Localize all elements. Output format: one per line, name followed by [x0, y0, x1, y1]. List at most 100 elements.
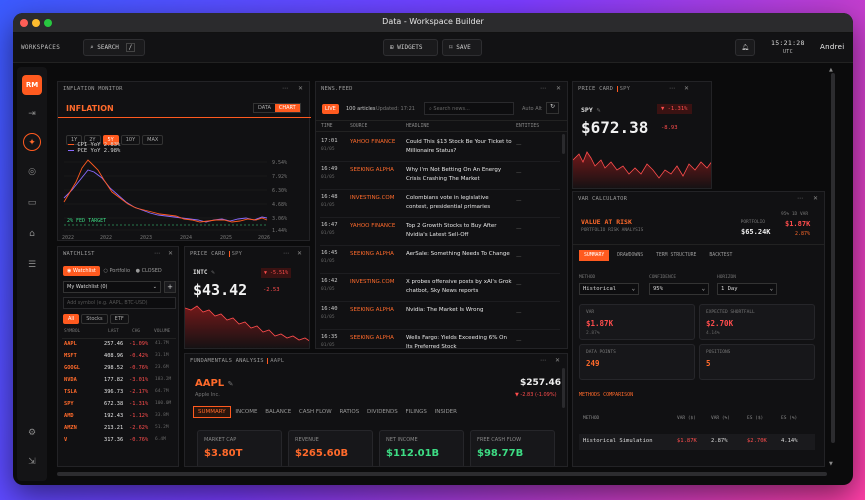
filter-etf[interactable]: ETF: [109, 314, 129, 324]
more-icon[interactable]: ⋯: [282, 85, 288, 92]
logout-icon[interactable]: ⇲: [28, 457, 36, 467]
news-item[interactable]: 17:01 01/05 YAHOO FINANCE Could This $13 St…: [320, 134, 560, 162]
filter-all[interactable]: All: [63, 314, 80, 324]
watchlist-row[interactable]: NVDA 177.82 -3.01% 183.2M: [62, 377, 174, 388]
data-toggle[interactable]: DATA: [258, 105, 271, 111]
range-1y[interactable]: 1Y: [66, 135, 83, 145]
more-icon[interactable]: ⋯: [540, 357, 546, 364]
tab-ratios[interactable]: RATIOS: [339, 409, 360, 415]
close-window-button[interactable]: [20, 19, 28, 27]
scroll-down-icon[interactable]: ▼: [829, 461, 833, 467]
more-icon[interactable]: ⋯: [154, 250, 160, 257]
tab-filings[interactable]: FILINGS: [405, 409, 427, 415]
close-icon[interactable]: ✕: [168, 250, 174, 257]
news-item[interactable]: 16:49 01/05 SEEKING ALPHA Why I'm Not Betti…: [320, 162, 560, 190]
tab-watchlist[interactable]: ◉ Watchlist: [63, 266, 100, 276]
watch-volume: 6.4M: [155, 437, 166, 442]
watchlist-row[interactable]: V 317.36 -0.76% 6.4M: [62, 437, 174, 448]
watchlist-row[interactable]: AAPL 257.46 -1.09% 41.7M: [62, 341, 174, 352]
logo[interactable]: RM: [22, 75, 42, 95]
edit-icon[interactable]: ✎: [596, 106, 601, 114]
tab-backtest[interactable]: BACKTEST: [709, 253, 733, 258]
more-icon[interactable]: ⋯: [797, 195, 803, 202]
add-symbol-input[interactable]: Add symbol (e.g. AAPL, BTC-USD): [63, 297, 176, 309]
tab-portfolio[interactable]: ○ Portfolio: [103, 268, 131, 274]
widgets-button[interactable]: ⊞ WIDGETS: [383, 39, 438, 56]
tab-closed[interactable]: ● CLOSED: [135, 268, 162, 274]
range-5y[interactable]: 5Y: [102, 135, 119, 145]
tab-summary[interactable]: SUMMARY: [579, 250, 610, 261]
minimize-window-button[interactable]: [32, 19, 40, 27]
panel-tag: AAPL: [267, 358, 285, 364]
watch-volume: 51.2M: [155, 425, 169, 430]
edit-icon[interactable]: ✎: [227, 380, 234, 388]
news-scrollbar[interactable]: [562, 134, 565, 154]
globe-icon[interactable]: ◎: [28, 167, 36, 177]
tab-balance[interactable]: BALANCE: [265, 409, 292, 415]
scroll-up-icon[interactable]: ▲: [829, 67, 833, 73]
news-item[interactable]: 16:48 01/05 INVESTING.COM Colombians vote i…: [320, 190, 560, 218]
tab-drawdowns[interactable]: DRAWDOWNS: [617, 253, 644, 258]
edit-icon[interactable]: ✎: [211, 269, 215, 276]
tab-income[interactable]: INCOME: [235, 409, 258, 415]
collapse-icon[interactable]: ⇥: [28, 109, 36, 119]
watchlist-row[interactable]: AMZN 213.21 -2.62% 51.2M: [62, 425, 174, 436]
watchlist-row[interactable]: AMD 192.43 -1.12% 33.8M: [62, 413, 174, 424]
maximize-window-button[interactable]: [44, 19, 52, 27]
close-icon[interactable]: ✕: [297, 250, 303, 257]
news-item[interactable]: 16:47 01/05 YAHOO FINANCE Top 2 Growth Stoc…: [320, 218, 560, 246]
more-icon[interactable]: ⋯: [283, 250, 289, 257]
tab-summary[interactable]: SUMMARY: [193, 406, 231, 418]
institution-icon[interactable]: ⌂: [29, 229, 35, 239]
close-icon[interactable]: ✕: [555, 357, 561, 364]
settings-icon[interactable]: ⚙: [27, 428, 37, 438]
chart-grid: [64, 161, 267, 231]
range-10y[interactable]: 10Y: [120, 135, 141, 145]
news-item[interactable]: 16:40 01/05 SEEKING ALPHA Nvidia: The Marke…: [320, 302, 560, 330]
watchlist-row[interactable]: MSFT 408.96 -0.42% 31.1M: [62, 353, 174, 364]
live-badge[interactable]: LIVE: [322, 104, 339, 114]
method-select[interactable]: Historical ⌄: [579, 283, 639, 295]
filter-stocks[interactable]: Stocks: [81, 314, 108, 324]
refresh-icon[interactable]: ↻: [546, 102, 559, 114]
news-item[interactable]: 16:42 01/05 INVESTING.COM X probes offensiv…: [320, 274, 560, 302]
range-2y[interactable]: 2Y: [84, 135, 101, 145]
more-icon[interactable]: ⋯: [669, 85, 675, 92]
watchlist-row[interactable]: TSLA 396.73 -2.17% 64.7M: [62, 389, 174, 400]
save-button[interactable]: ⌑ SAVE: [442, 39, 482, 56]
workspace-vertical-scrollbar[interactable]: [831, 73, 835, 443]
search-button[interactable]: ⌕ SEARCH /: [83, 39, 145, 56]
confidence-select[interactable]: 95% ⌄: [649, 283, 709, 295]
auto-refresh-label[interactable]: Auto Alt: [522, 106, 542, 112]
chart-toggle[interactable]: CHART: [274, 104, 300, 112]
briefcase-icon[interactable]: ▭: [27, 198, 37, 208]
close-icon[interactable]: ✕: [684, 85, 690, 92]
tab-term-structure[interactable]: TERM STRUCTURE: [656, 253, 697, 258]
sparkle-icon[interactable]: ✦: [23, 133, 41, 151]
range-max[interactable]: MAX: [142, 135, 164, 145]
methods-table-row[interactable]: Historical Simulation $1.87K 2.87% $2.70…: [579, 434, 815, 450]
news-search-input[interactable]: ⌕ Search news...: [424, 102, 514, 115]
news-item[interactable]: 16:45 01/05 SEEKING ALPHA AerSale: Somethin…: [320, 246, 560, 274]
document-icon[interactable]: ☰: [27, 260, 37, 270]
tab-dividends[interactable]: DIVIDENDS: [366, 409, 398, 415]
tab-insider[interactable]: INSIDER: [434, 409, 457, 415]
watch-symbol: V: [64, 437, 68, 443]
notifications-button[interactable]: 🔔︎: [735, 39, 755, 56]
add-watchlist-button[interactable]: +: [164, 281, 176, 293]
fundamentals-scrollbar[interactable]: [562, 368, 565, 408]
watchlist-row[interactable]: GOOGL 298.52 -0.76% 23.6M: [62, 365, 174, 376]
workspaces-menu[interactable]: WORKSPACES: [21, 44, 61, 51]
horizon-select[interactable]: 1 Day ⌄: [717, 283, 777, 295]
close-icon[interactable]: ✕: [813, 195, 819, 202]
close-icon[interactable]: ✕: [556, 85, 562, 92]
news-item[interactable]: 16:35 01/05 SEEKING ALPHA Wells Fargo: Yiel…: [320, 330, 560, 348]
workspace-horizontal-scrollbar[interactable]: [57, 472, 827, 476]
user-name[interactable]: Andrei: [820, 43, 845, 51]
more-icon[interactable]: ⋯: [540, 85, 546, 92]
tab-cash-flow[interactable]: CASH FLOW: [298, 409, 332, 415]
close-icon[interactable]: ✕: [298, 85, 304, 92]
watchlist-select[interactable]: My Watchlist (0) ⌄: [63, 281, 161, 293]
news-entities: —: [516, 198, 522, 204]
watchlist-row[interactable]: SPY 672.38 -1.31% 100.0M: [62, 401, 174, 412]
